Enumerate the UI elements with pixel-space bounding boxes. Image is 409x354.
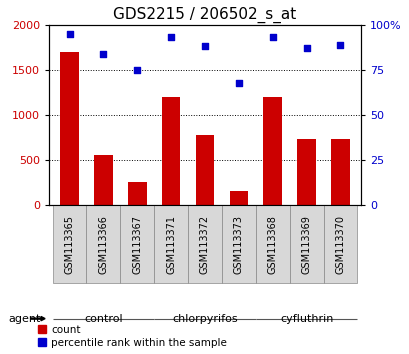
Text: GSM113367: GSM113367 — [132, 215, 142, 274]
Text: GSM113365: GSM113365 — [64, 215, 74, 274]
Bar — [255, 205, 289, 283]
Bar — [195, 135, 214, 205]
Point — [167, 35, 174, 40]
Bar — [188, 205, 221, 283]
Bar — [263, 97, 281, 205]
Point — [303, 45, 309, 51]
Point — [66, 31, 73, 37]
Bar — [52, 205, 86, 283]
Title: GDS2215 / 206502_s_at: GDS2215 / 206502_s_at — [113, 7, 296, 23]
Bar — [86, 205, 120, 283]
Text: GSM113366: GSM113366 — [98, 215, 108, 274]
Bar — [154, 205, 188, 283]
Point — [134, 67, 140, 73]
Text: GSM113369: GSM113369 — [301, 215, 311, 274]
Point — [235, 80, 242, 85]
Text: GSM113368: GSM113368 — [267, 215, 277, 274]
Bar — [229, 191, 247, 205]
Bar — [289, 205, 323, 283]
Bar — [323, 205, 357, 283]
Legend: count, percentile rank within the sample: count, percentile rank within the sample — [34, 321, 231, 352]
Point — [201, 44, 208, 49]
Text: chlorpyrifos: chlorpyrifos — [172, 314, 237, 324]
Bar — [128, 182, 146, 205]
Text: agent: agent — [8, 314, 40, 324]
Text: GSM113372: GSM113372 — [200, 215, 209, 274]
Point — [336, 42, 343, 47]
Bar — [330, 139, 349, 205]
Point — [269, 35, 275, 40]
Bar — [120, 205, 154, 283]
Text: GSM113373: GSM113373 — [233, 215, 243, 274]
Bar — [221, 205, 255, 283]
Bar — [94, 155, 112, 205]
Bar — [162, 97, 180, 205]
Text: GSM113370: GSM113370 — [335, 215, 345, 274]
Text: control: control — [84, 314, 122, 324]
Text: cyfluthrin: cyfluthrin — [279, 314, 333, 324]
Bar — [60, 52, 79, 205]
Point — [100, 51, 106, 57]
Text: GSM113371: GSM113371 — [166, 215, 176, 274]
Bar — [297, 139, 315, 205]
